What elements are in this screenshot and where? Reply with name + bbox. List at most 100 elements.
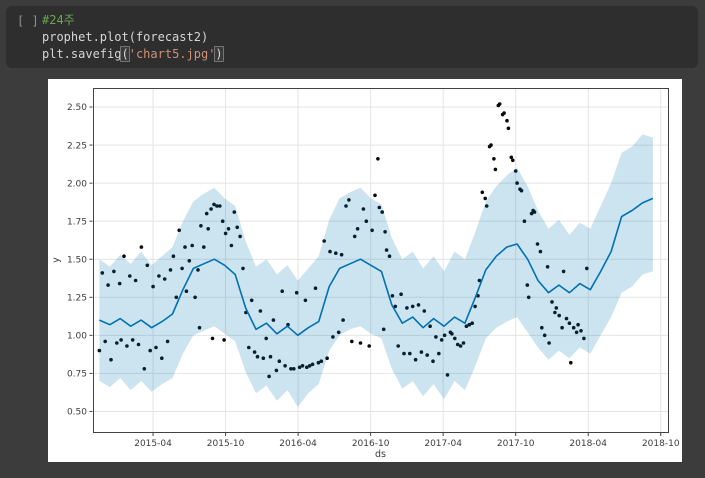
- data-point: [157, 274, 161, 278]
- data-point: [437, 351, 441, 356]
- data-point: [529, 211, 534, 216]
- data-point: [505, 118, 509, 123]
- data-point: [184, 289, 189, 293]
- data-point: [193, 295, 197, 300]
- data-point: [209, 207, 213, 211]
- data-point: [300, 364, 305, 368]
- code-cell[interactable]: [ ] #24주 prophet.plot(forecast2) plt.savef…: [6, 6, 698, 68]
- y-tick-label: 1.25: [67, 293, 87, 303]
- data-point: [313, 286, 318, 290]
- data-point: [535, 242, 540, 246]
- data-point: [255, 354, 260, 359]
- data-point: [109, 357, 113, 362]
- data-point: [489, 143, 493, 147]
- data-point: [422, 309, 427, 313]
- data-point: [355, 227, 360, 231]
- data-point: [168, 268, 173, 272]
- data-point: [249, 298, 254, 303]
- data-point: [100, 271, 105, 275]
- data-point: [384, 248, 389, 252]
- data-point: [399, 292, 403, 296]
- data-point: [381, 327, 386, 332]
- data-point: [393, 304, 398, 309]
- y-tick-label: 0.75: [67, 370, 87, 380]
- data-point: [370, 228, 374, 233]
- data-point: [450, 332, 454, 336]
- data-point: [571, 325, 576, 330]
- data-point: [280, 289, 284, 293]
- y-tick-label: 1.00: [67, 332, 87, 342]
- data-point: [439, 338, 444, 342]
- x-tick-label: 2018-04: [569, 439, 607, 449]
- code-token-bracket: ): [214, 46, 224, 62]
- x-tick-label: 2016-10: [352, 439, 390, 449]
- x-tick-label: 2017-10: [497, 439, 535, 449]
- data-point: [509, 155, 514, 160]
- data-point: [151, 284, 155, 289]
- data-point: [115, 341, 119, 345]
- data-point: [547, 341, 551, 345]
- x-tick-label: 2017-04: [424, 439, 462, 449]
- data-point: [261, 356, 266, 361]
- data-point: [183, 245, 187, 249]
- data-point: [525, 283, 530, 287]
- data-point: [106, 283, 110, 287]
- data-point: [376, 157, 380, 161]
- data-point: [283, 364, 287, 368]
- data-point: [434, 335, 438, 339]
- data-point: [380, 210, 385, 214]
- data-point: [204, 211, 209, 216]
- data-point: [582, 336, 586, 341]
- data-point: [522, 219, 527, 223]
- data-point: [119, 338, 123, 342]
- data-point: [483, 196, 488, 201]
- data-point: [526, 295, 531, 300]
- data-point: [319, 359, 324, 364]
- data-point: [567, 321, 572, 325]
- data-point: [564, 316, 569, 321]
- data-point: [402, 351, 406, 356]
- observed-points: [97, 102, 589, 379]
- data-point: [202, 245, 206, 249]
- data-point: [310, 362, 315, 367]
- data-point: [455, 342, 460, 347]
- y-tick-label: 0.50: [67, 408, 87, 418]
- data-point: [497, 102, 502, 106]
- code-line[interactable]: plt.savefig('chart5.jpg'): [42, 46, 224, 63]
- data-point: [336, 330, 341, 335]
- data-point: [322, 239, 327, 243]
- data-point: [238, 234, 242, 239]
- data-point: [344, 204, 348, 208]
- data-point: [136, 342, 141, 347]
- data-point: [339, 252, 344, 257]
- code-editor[interactable]: #24주 prophet.plot(forecast2) plt.savefig('…: [42, 6, 224, 68]
- data-point: [212, 202, 216, 207]
- data-point: [387, 254, 392, 258]
- data-point: [540, 325, 544, 330]
- data-point: [574, 330, 579, 335]
- data-point: [103, 339, 107, 344]
- data-point: [206, 227, 210, 231]
- data-point: [579, 329, 583, 333]
- data-point: [125, 344, 129, 348]
- data-point: [171, 254, 176, 258]
- data-point: [513, 169, 518, 173]
- data-point: [413, 357, 418, 362]
- data-point: [218, 204, 222, 208]
- data-point: [347, 198, 351, 202]
- code-token-comment: #24주: [42, 13, 75, 27]
- code-line[interactable]: #24주: [42, 12, 223, 29]
- data-point: [267, 374, 271, 379]
- data-point: [569, 360, 573, 365]
- data-point: [542, 333, 547, 338]
- data-point: [358, 341, 363, 345]
- data-point: [226, 227, 231, 231]
- data-point: [112, 269, 116, 274]
- figure-output: 2015-04 2015-10 2016-04 2016-10 2017-04 2017-…: [48, 79, 682, 462]
- data-point: [258, 309, 263, 313]
- code-line[interactable]: prophet.plot(forecast2): [42, 29, 223, 46]
- data-point: [210, 336, 215, 341]
- data-point: [515, 181, 519, 185]
- data-point: [419, 350, 424, 354]
- run-cell-button[interactable]: [ ]: [17, 14, 39, 28]
